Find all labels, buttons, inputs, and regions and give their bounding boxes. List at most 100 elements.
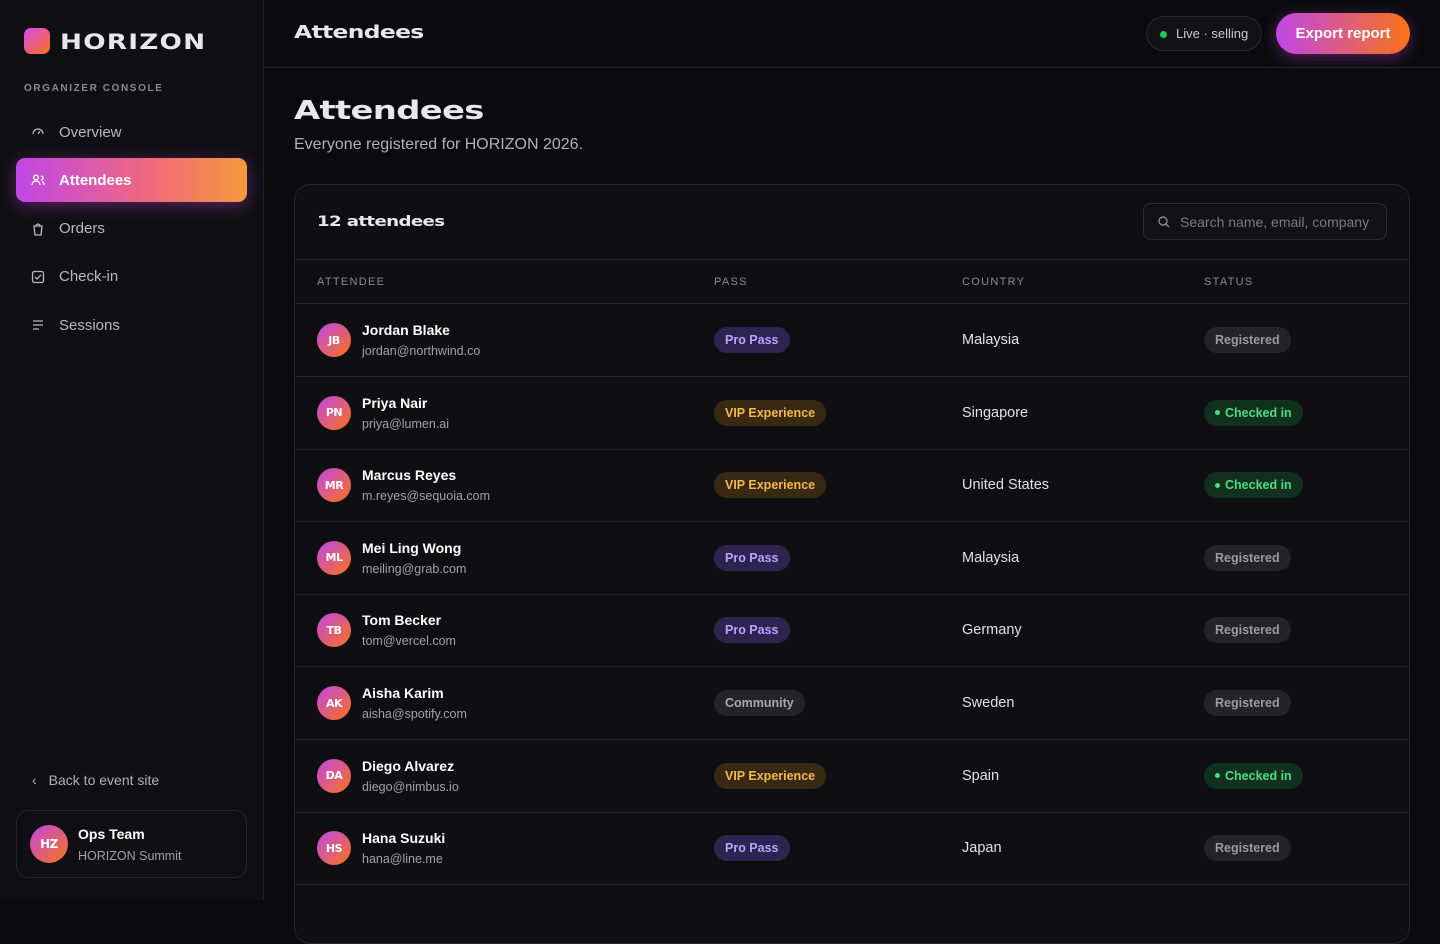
country: Spain bbox=[962, 767, 1000, 784]
user-org: HORIZON Summit bbox=[78, 849, 182, 863]
avatar: DA bbox=[317, 758, 351, 793]
status-text: Checked in bbox=[1225, 478, 1292, 493]
avatar: PN bbox=[317, 395, 351, 430]
country: United States bbox=[962, 477, 1050, 494]
topbar: Attendees Live · selling Export report bbox=[264, 0, 1440, 68]
attendee-name: Tom Becker bbox=[362, 612, 442, 629]
status-badge: Checked in bbox=[1204, 472, 1303, 499]
pass-badge: Pro Pass bbox=[714, 544, 790, 571]
nav-icon bbox=[33, 222, 43, 236]
status-badge: Checked in bbox=[1204, 399, 1303, 426]
logo bbox=[24, 28, 50, 54]
status-text: Checked in bbox=[1225, 768, 1292, 783]
page-subtitle: Everyone registered for HORIZON 2026. bbox=[294, 136, 584, 153]
avatar: MR bbox=[317, 468, 351, 503]
pass-badge: Community bbox=[714, 690, 805, 716]
table-row[interactable]: HS Hana Suzuki hana@line.me Pro Pass Japan Re… bbox=[295, 812, 1409, 886]
country: Sweden bbox=[962, 695, 1015, 711]
nav-item[interactable]: Check-in bbox=[16, 255, 247, 299]
nav-label: Orders bbox=[59, 220, 105, 238]
attendee-email: meiling@grab.com bbox=[362, 561, 467, 576]
attendee-name: Aisha Karim bbox=[362, 685, 444, 701]
attendee-count: 12 attendees bbox=[317, 214, 445, 230]
table-row[interactable]: MR Marcus Reyes m.reyes@sequoia.com VIP Exp… bbox=[295, 449, 1409, 523]
back-text: Back to event site bbox=[48, 772, 160, 788]
avatar: JB bbox=[317, 323, 351, 357]
status-badge: Registered bbox=[1204, 617, 1291, 644]
nav-label: Overview bbox=[59, 123, 122, 141]
country: Germany bbox=[962, 622, 1022, 639]
pass-badge: VIP Experience bbox=[714, 399, 827, 426]
chevron: ‹ bbox=[32, 772, 37, 788]
attendee-email: jordan@northwind.co bbox=[362, 344, 481, 358]
country: Malaysia bbox=[962, 332, 1020, 348]
pass-badge: Pro Pass bbox=[714, 835, 790, 862]
nav-item[interactable]: Attendees bbox=[16, 158, 247, 203]
user-name: Ops Team bbox=[78, 826, 145, 842]
attendee-email: hana@line.me bbox=[362, 852, 443, 867]
brand[interactable]: HORIZON bbox=[60, 30, 207, 54]
attendee-email: priya@lumen.ai bbox=[362, 416, 450, 431]
back-link[interactable]: ‹ Back to event site bbox=[32, 772, 159, 788]
section-label: ORGANIZER CONSOLE bbox=[24, 83, 164, 94]
nav-icon bbox=[32, 128, 44, 135]
status-text: Checked in bbox=[1225, 405, 1292, 420]
nav-label: Check-in bbox=[59, 268, 119, 286]
table-row[interactable]: TB Tom Becker tom@vercel.com Pro Pass German… bbox=[295, 594, 1409, 668]
search-icon bbox=[1158, 216, 1170, 228]
table-row[interactable]: PN Priya Nair priya@lumen.ai VIP Experience… bbox=[295, 377, 1409, 450]
nav-item[interactable]: Orders bbox=[16, 207, 247, 251]
page-title: Attendees bbox=[294, 96, 484, 126]
user-card[interactable]: HZ Ops Team HORIZON Summit bbox=[16, 810, 247, 878]
attendee-email: tom@vercel.com bbox=[362, 634, 456, 649]
nav-item[interactable]: Overview bbox=[16, 110, 247, 154]
column-label: STATUS bbox=[1204, 276, 1254, 288]
live-status: Live · selling bbox=[1146, 16, 1262, 51]
topbar-title: Attendees bbox=[294, 22, 424, 43]
status-dot bbox=[1215, 773, 1220, 779]
attendee-email: m.reyes@sequoia.com bbox=[362, 489, 491, 504]
attendee-email: diego@nimbus.io bbox=[362, 779, 459, 794]
table-row[interactable]: DA Diego Alvarez diego@nimbus.io VIP Experi… bbox=[295, 740, 1409, 813]
nav-icon bbox=[31, 174, 45, 186]
status-text: Registered bbox=[1215, 841, 1280, 856]
sidebar: HORIZON ORGANIZER CONSOLE Overview Attend… bbox=[0, 0, 264, 900]
status-text: Registered bbox=[1215, 333, 1280, 347]
attendee-email: aisha@spotify.com bbox=[362, 707, 467, 721]
nav-item[interactable]: Sessions bbox=[16, 303, 247, 347]
column-label: ATTENDEE bbox=[317, 276, 386, 288]
status-text: Registered bbox=[1215, 696, 1280, 710]
column-header: ATTENDEE PASS COUNTRY STATUS bbox=[295, 259, 1409, 304]
nav-label: Attendees bbox=[59, 171, 132, 189]
attendee-name: Mei Ling Wong bbox=[362, 539, 462, 556]
status-badge: Registered bbox=[1204, 690, 1291, 716]
attendee-table: 12 attendees Search name, email, company… bbox=[294, 184, 1410, 944]
attendee-name: Diego Alvarez bbox=[362, 757, 455, 774]
pass-badge: Pro Pass bbox=[714, 327, 790, 353]
export-button[interactable]: Export report bbox=[1276, 13, 1410, 54]
status-badge: Registered bbox=[1204, 327, 1291, 353]
table-row[interactable]: AK Aisha Karim aisha@spotify.com Community S… bbox=[295, 667, 1409, 740]
search-placeholder: Search name, email, company bbox=[1180, 214, 1370, 230]
country: Singapore bbox=[962, 404, 1029, 421]
pass-badge: VIP Experience bbox=[714, 762, 827, 789]
status-dot bbox=[1215, 410, 1220, 416]
search-box[interactable]: Search name, email, company bbox=[1143, 203, 1387, 240]
attendee-name: Priya Nair bbox=[362, 394, 428, 411]
table-row[interactable]: JB Jordan Blake jordan@northwind.co Pro Pas… bbox=[295, 304, 1409, 377]
user-avatar: HZ bbox=[30, 825, 68, 863]
nav-icon bbox=[31, 270, 45, 284]
table-row[interactable]: ML Mei Ling Wong meiling@grab.com Pro Pass M… bbox=[295, 522, 1409, 595]
attendee-name: Marcus Reyes bbox=[362, 467, 457, 484]
status-badge: Checked in bbox=[1204, 762, 1303, 789]
nav-label: Sessions bbox=[59, 316, 120, 334]
status-badge: Registered bbox=[1204, 835, 1291, 862]
pass-badge: Pro Pass bbox=[714, 617, 790, 644]
country: Japan bbox=[962, 840, 1002, 857]
column-label: PASS bbox=[714, 276, 748, 288]
pass-badge: VIP Experience bbox=[714, 472, 827, 499]
avatar: ML bbox=[317, 540, 351, 575]
attendee-name: Hana Suzuki bbox=[362, 830, 446, 847]
status-badge: Registered bbox=[1204, 544, 1291, 571]
